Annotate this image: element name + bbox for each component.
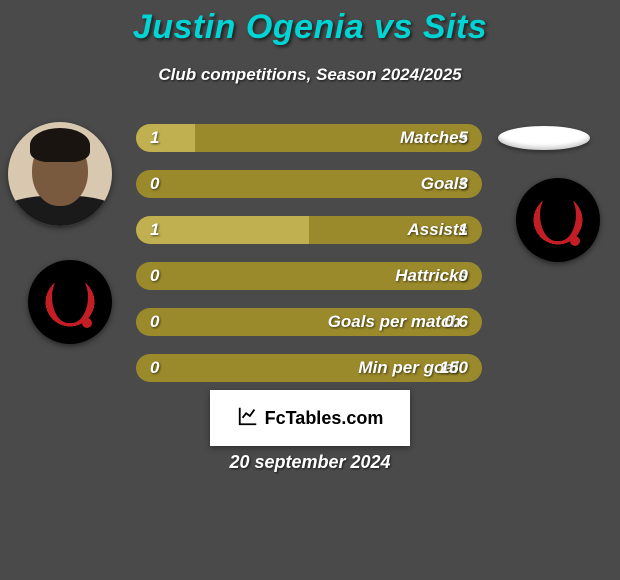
stats-container: 1 Matches 5 0 Goals 3 1 Assists 1 0 Hatt… <box>136 124 482 382</box>
stat-right-value: 0.6 <box>444 312 468 332</box>
chart-icon <box>237 405 259 432</box>
stat-left-value: 0 <box>150 358 159 378</box>
stat-right-value: 5 <box>459 128 468 148</box>
player-avatar-left <box>8 122 112 226</box>
stat-row-assists: 1 Assists 1 <box>136 216 482 244</box>
club-badge-left <box>28 260 112 344</box>
stat-left-value: 0 <box>150 312 159 332</box>
page-title: Justin Ogenia vs Sits <box>0 0 620 47</box>
branding-badge: FcTables.com <box>210 390 410 446</box>
player-avatar-right <box>498 126 590 150</box>
stat-right-value: 150 <box>440 358 468 378</box>
branding-text: FcTables.com <box>265 408 384 429</box>
stat-right-value: 0 <box>459 266 468 286</box>
stat-row-matches: 1 Matches 5 <box>136 124 482 152</box>
stat-left-value: 1 <box>150 220 159 240</box>
stat-row-goals-per-match: 0 Goals per match 0.6 <box>136 308 482 336</box>
stat-row-min-per-goal: 0 Min per goal 150 <box>136 354 482 382</box>
date-text: 20 september 2024 <box>0 452 620 473</box>
stat-left-value: 0 <box>150 174 159 194</box>
stat-row-goals: 0 Goals 3 <box>136 170 482 198</box>
stat-row-hattricks: 0 Hattricks 0 <box>136 262 482 290</box>
stat-right-value: 3 <box>459 174 468 194</box>
stat-label: Hattricks <box>395 266 468 286</box>
stat-left-value: 1 <box>150 128 159 148</box>
stat-right-value: 1 <box>459 220 468 240</box>
stat-fill <box>136 124 195 152</box>
stat-left-value: 0 <box>150 266 159 286</box>
club-badge-right <box>516 178 600 262</box>
page-subtitle: Club competitions, Season 2024/2025 <box>0 65 620 85</box>
stat-label: Goals per match <box>328 312 461 332</box>
stat-fill <box>136 216 309 244</box>
